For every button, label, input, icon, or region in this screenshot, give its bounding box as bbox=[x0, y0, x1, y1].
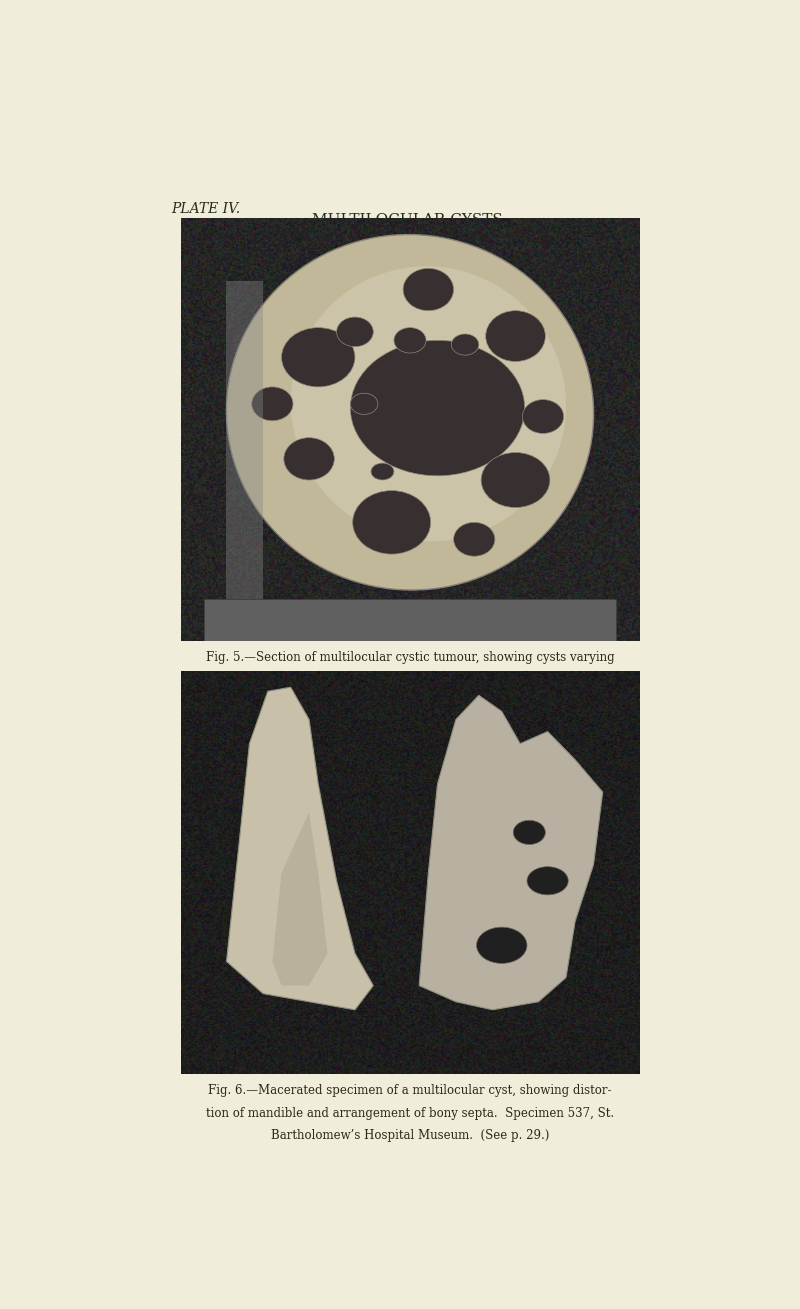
Ellipse shape bbox=[451, 334, 479, 355]
Ellipse shape bbox=[337, 317, 374, 347]
Ellipse shape bbox=[514, 821, 546, 844]
Bar bbox=[226, 281, 263, 598]
Polygon shape bbox=[419, 695, 602, 1009]
Ellipse shape bbox=[290, 266, 566, 542]
Ellipse shape bbox=[403, 268, 454, 310]
Text: Bartholomew’s Hospital Museum.  (See p. 29.): Bartholomew’s Hospital Museum. (See p. 2… bbox=[271, 1128, 549, 1141]
Ellipse shape bbox=[284, 437, 334, 480]
Ellipse shape bbox=[527, 867, 568, 895]
Polygon shape bbox=[226, 687, 374, 1009]
Ellipse shape bbox=[454, 522, 495, 556]
Polygon shape bbox=[272, 812, 327, 986]
Bar bbox=[203, 598, 617, 641]
Ellipse shape bbox=[522, 399, 564, 433]
Ellipse shape bbox=[226, 234, 594, 590]
Ellipse shape bbox=[282, 327, 355, 387]
Text: PLATE IV.: PLATE IV. bbox=[171, 203, 241, 216]
Ellipse shape bbox=[350, 340, 525, 475]
Text: tion of mandible and arrangement of bony septa.  Specimen 537, St.: tion of mandible and arrangement of bony… bbox=[206, 1106, 614, 1119]
Ellipse shape bbox=[371, 463, 394, 480]
Ellipse shape bbox=[481, 453, 550, 508]
Text: MULTILOCULAR CYSTS.: MULTILOCULAR CYSTS. bbox=[313, 212, 507, 226]
Ellipse shape bbox=[350, 393, 378, 415]
Ellipse shape bbox=[477, 927, 527, 963]
Ellipse shape bbox=[252, 387, 293, 420]
Ellipse shape bbox=[353, 491, 430, 554]
Text: in size.  Specimen from the Royal Infirmary, Derby.  (See p. 29.): in size. Specimen from the Royal Infirma… bbox=[220, 673, 600, 686]
Text: Fig. 5.—Section of multilocular cystic tumour, showing cysts varying: Fig. 5.—Section of multilocular cystic t… bbox=[206, 651, 614, 664]
Text: Fig. 6.—Macerated specimen of a multilocular cyst, showing distor-: Fig. 6.—Macerated specimen of a multiloc… bbox=[208, 1084, 612, 1097]
Ellipse shape bbox=[394, 327, 426, 353]
Ellipse shape bbox=[486, 310, 546, 361]
